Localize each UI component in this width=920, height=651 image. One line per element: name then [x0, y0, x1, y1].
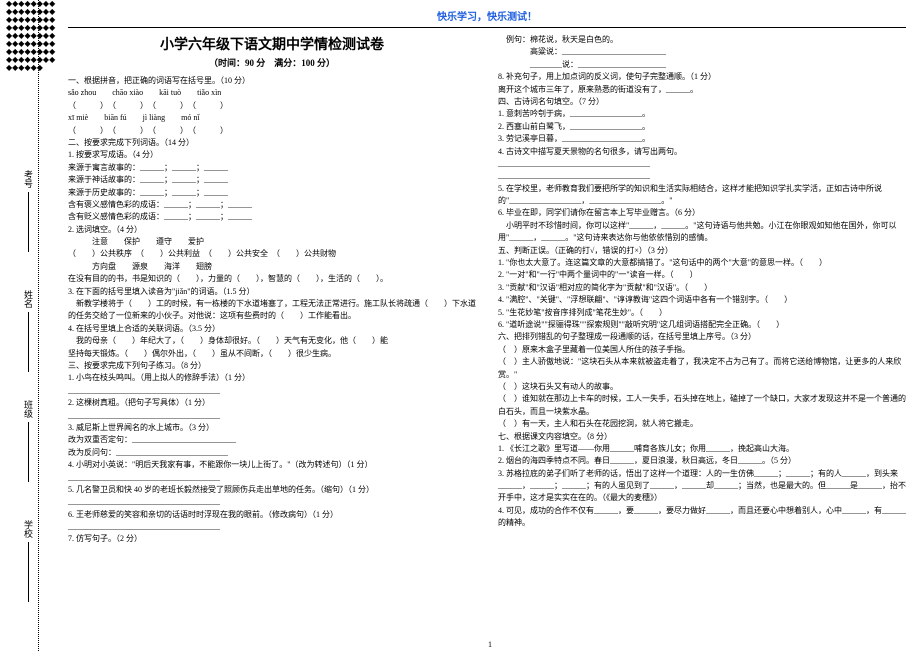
- line: ______________________________________: [68, 385, 476, 397]
- line: 一、根据拼音，把正确的词语写在括号里。（10 分）: [68, 75, 476, 87]
- line: 8. 补充句子，用上加点词的反义词，使句子完整通顺。（1 分）: [498, 71, 906, 83]
- line: 离开这个城市三年了，原来熟悉的街道没有了，______。: [498, 84, 906, 96]
- line: （ ）有一天，主人和石头在花园挖洞，就人将它搬走。: [498, 418, 906, 430]
- line: 在没有目的的书，书是知识的（ ），力量的（ ），智慧的（ ），生活的（ ）。: [68, 273, 476, 285]
- line: 七、根据课文内容填空。（8 分）: [498, 431, 906, 443]
- line: 1. 意刺苦吟刳于病，__________________。: [498, 108, 906, 120]
- line: 方向盘 源泉 海洋 翅膀: [68, 261, 476, 273]
- line: ______________________________________: [68, 410, 476, 422]
- line: 小明平时不珍惜时间，你可以这样"______，______。"这句诗语与他共勉。…: [498, 220, 906, 245]
- line: 1. "你也太大意了。连这篇文章的大意都搞错了。"这句话中的两个"大意"的意思一…: [498, 257, 906, 269]
- line: （ ）原来木盒子里藏着一位美国人所住的孩子手指。: [498, 344, 906, 356]
- line: 1. 按要求写成语。（4 分）: [68, 149, 476, 161]
- right-column: 例句：棉花说，秋天是白色的。 高粱说：_____________________…: [498, 34, 906, 546]
- line: 5. 在学校里，老师教育我们要把所学的知识和生活实际相结合，这样才能把知识学扎实…: [498, 183, 906, 208]
- page: ◆ ◆ ◆ ◆ ◆ ◆ ◆ ◆ ◆ ◆ ◆ ◆ ◆ ◆ ◆ ◆ ◆ ◆ ◆ ◆ …: [0, 0, 920, 651]
- line: （ ）谁知就在那边上卡车的时候，工人一失手，石头掉在地上，磕掉了一个缺口，大家才…: [498, 393, 906, 418]
- line: ______________________________________: [498, 158, 906, 170]
- line: 5. 几名警卫员和快 40 岁的老班长毅然接受了照顾伤兵走出草地的任务。（缩句）…: [68, 484, 476, 496]
- label-examno: 考号: [22, 170, 52, 252]
- line: （ ）主人骄傲地说："这块石头从本来就被盗走着了，我决定不占为己有了。而将它送给…: [498, 356, 906, 381]
- line: ______________________________________: [498, 170, 906, 182]
- line: 3. 苏格拉底的弟子们听了老师的话，悟出了这样一个道理：人的一生仿佛______…: [498, 468, 906, 505]
- line: 4. 古诗文中描写夏天景物的名句很多，请写出两句。: [498, 146, 906, 158]
- left-column: 小学六年级下语文期中学情检测试卷 （时间：90 分 满分：100 分） 一、根据…: [68, 34, 476, 546]
- page-number: 1: [488, 640, 492, 649]
- line: 7. 仿写句子。（2 分）: [68, 533, 476, 545]
- line: 4. 在括号里填上合适的关联词语。（3.5 分）: [68, 323, 476, 335]
- line: 2. 选词填空。（4 分）: [68, 224, 476, 236]
- line: 二、按要求完成下列词语。（14 分）: [68, 137, 476, 149]
- line: 来源于神话故事的：______；______；______: [68, 174, 476, 186]
- label-school: 学校: [22, 520, 52, 602]
- line: 5. "生花妙笔"按音序排列成"笔花生妙"。（ ）: [498, 307, 906, 319]
- line: 五、判断正误。（正确的打√，错误的打×）（3 分）: [498, 245, 906, 257]
- line: ________说：______________________: [498, 59, 906, 71]
- line: 2. 西塞山前白鹭飞，__________________。: [498, 121, 906, 133]
- line: （ ） （ ） （ ） （ ）: [68, 125, 476, 137]
- line: 改为反问句：____________________________: [68, 447, 476, 459]
- binding-column: ◆ ◆ ◆ ◆ ◆ ◆ ◆ ◆ ◆ ◆ ◆ ◆ ◆ ◆ ◆ ◆ ◆ ◆ ◆ ◆ …: [0, 0, 60, 651]
- line: ______________________________________: [68, 521, 476, 533]
- line: 4. 可见，成功的合作不仅有______，要______，要尽力做好______…: [498, 505, 906, 530]
- line: 2. 这棵树真粗。（把句子写具体）（1 分）: [68, 397, 476, 409]
- rule-line: [68, 27, 906, 28]
- paper-title: 小学六年级下语文期中学情检测试卷: [68, 34, 476, 54]
- label-class: 班级: [22, 400, 52, 482]
- line: sǎo zhou chāo xiào kāi tuò tiǎo xìn: [68, 87, 476, 99]
- right-body: 例句：棉花说，秋天是白色的。 高粱说：_____________________…: [498, 34, 906, 530]
- line: 6. 王老师慈爱的笑容和亲切的话语时时浮现在我的眼前。（修改病句）（1 分）: [68, 509, 476, 521]
- line: 4. "满腔"、"关键"、"浮想联翩"、"谆谆教诲"这四个词语中各有一个错别字。…: [498, 294, 906, 306]
- line: ______________________________________: [68, 496, 476, 508]
- line: （ ） （ ） （ ） （ ）: [68, 100, 476, 112]
- line: 坚持每天锻炼。（ ）偶尔外出，（ ）虽从不间断，（ ）很少生病。: [68, 348, 476, 360]
- line: 三、按要求完成下列句子练习。（8 分）: [68, 360, 476, 372]
- line: 注意 保护 遵守 爱护: [68, 236, 476, 248]
- line: 例句：棉花说，秋天是白色的。: [498, 34, 906, 46]
- line: 3. "贡献"和"汉语"相对应的简化字为"贡献"和"汉语"。（ ）: [498, 282, 906, 294]
- sheet: 快乐学习，快乐测试！ 小学六年级下语文期中学情检测试卷 （时间：90 分 满分：…: [60, 0, 920, 651]
- paper-subtitle: （时间：90 分 满分：100 分）: [68, 56, 476, 69]
- line: 来源于历史故事的：______；______；______: [68, 187, 476, 199]
- line: 6. 毕业在即，同学们请你在留言本上写毕业赠言。（6 分）: [498, 207, 906, 219]
- line: 高粱说：__________________________: [498, 46, 906, 58]
- line: 四、古诗词名句填空。（7 分）: [498, 96, 906, 108]
- line: xī miè biān fú jì liàng mó nǐ: [68, 112, 476, 124]
- line: 来源于寓言故事的：______；______；______: [68, 162, 476, 174]
- line: 含有贬义感情色彩的成语：______；______；______: [68, 211, 476, 223]
- line: 2. "一对"和"一行"中两个量词中的"一"读音一样。（ ）: [498, 269, 906, 281]
- line: 新教学楼将于（ ）工的时候，有一栋楼的下水道堵塞了，工程无法正常进行。施工队长将…: [68, 298, 476, 323]
- label-name: 姓名: [22, 290, 52, 372]
- line: 2. 烟台的海四季特点不同。春日______，夏日浪漫，秋日高远，冬日_____…: [498, 455, 906, 467]
- left-body: 一、根据拼音，把正确的词语写在括号里。（10 分）sǎo zhou chāo x…: [68, 75, 476, 546]
- columns: 小学六年级下语文期中学情检测试卷 （时间：90 分 满分：100 分） 一、根据…: [68, 34, 906, 546]
- line: 含有褒义感情色彩的成语：______；______；______: [68, 199, 476, 211]
- line: 改为双重否定句：__________________________: [68, 434, 476, 446]
- line: （ ）公共秩序 （ ）公共利益 （ ）公共安全 （ ）公共财物: [68, 248, 476, 260]
- line: 6. "道听途说""探骊得珠""探索规则""敲听究明"这几组词语搭配完全正确。（…: [498, 319, 906, 331]
- line: 六、把排列错乱的句子整理成一段通顺的话，在括号里填上序号。（3 分）: [498, 331, 906, 343]
- line: 1. 小鸟在枝头鸣叫。（用上拟人的修辞手法）（1 分）: [68, 372, 476, 384]
- line: 1. 《长江之歌》里写道——你用______哺育各族儿女；你用______，挽起…: [498, 443, 906, 455]
- line: 我的母亲（ ）年纪大了，（ ）身体却很好。（ ）天气有无变化，他（ ）能: [68, 335, 476, 347]
- line: 3. 威尼斯上世界闻名的水上城市。（3 分）: [68, 422, 476, 434]
- line: 3. 在下面的括号里填入读音为"jiǎn"的词语。（1.5 分）: [68, 286, 476, 298]
- line: ______________________________________: [68, 472, 476, 484]
- line: （ ）这块石头又有动人的故事。: [498, 381, 906, 393]
- line: 3. 劳记溪亭日暮，____________________。: [498, 133, 906, 145]
- line: 4. 小明对小英说："明后天我家有事，不能跟你一块儿上街了。"（改为转述句）（1…: [68, 459, 476, 471]
- banner: 快乐学习，快乐测试！: [68, 8, 906, 23]
